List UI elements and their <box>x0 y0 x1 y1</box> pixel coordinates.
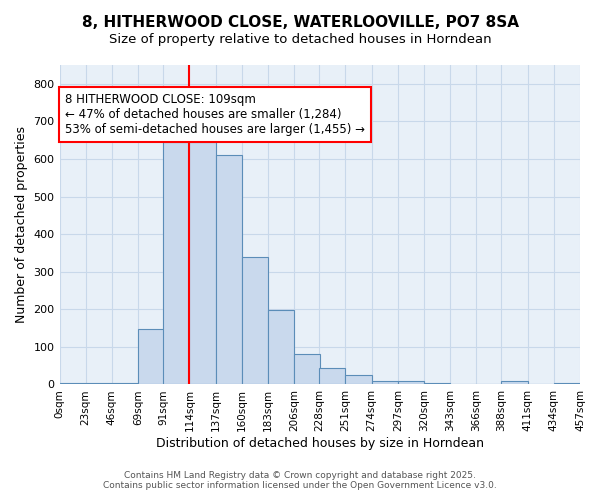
Bar <box>215 155 242 384</box>
Bar <box>502 380 527 384</box>
Bar <box>138 329 164 384</box>
Bar <box>190 142 215 384</box>
Bar <box>319 368 346 384</box>
Bar <box>424 382 450 384</box>
Bar <box>554 382 580 384</box>
Bar <box>268 310 294 384</box>
Bar <box>112 382 138 384</box>
Bar <box>398 380 424 384</box>
Y-axis label: Number of detached properties: Number of detached properties <box>15 126 28 323</box>
Bar <box>346 375 371 384</box>
Bar <box>242 256 268 384</box>
Text: 8, HITHERWOOD CLOSE, WATERLOOVILLE, PO7 8SA: 8, HITHERWOOD CLOSE, WATERLOOVILLE, PO7 … <box>82 15 518 30</box>
Text: Size of property relative to detached houses in Horndean: Size of property relative to detached ho… <box>109 32 491 46</box>
Bar <box>371 380 398 384</box>
Bar <box>59 382 86 384</box>
X-axis label: Distribution of detached houses by size in Horndean: Distribution of detached houses by size … <box>156 437 484 450</box>
Bar <box>86 382 112 384</box>
Bar <box>294 354 320 384</box>
Text: 8 HITHERWOOD CLOSE: 109sqm
← 47% of detached houses are smaller (1,284)
53% of s: 8 HITHERWOOD CLOSE: 109sqm ← 47% of deta… <box>65 93 365 136</box>
Text: Contains HM Land Registry data © Crown copyright and database right 2025.
Contai: Contains HM Land Registry data © Crown c… <box>103 470 497 490</box>
Bar <box>163 142 190 384</box>
